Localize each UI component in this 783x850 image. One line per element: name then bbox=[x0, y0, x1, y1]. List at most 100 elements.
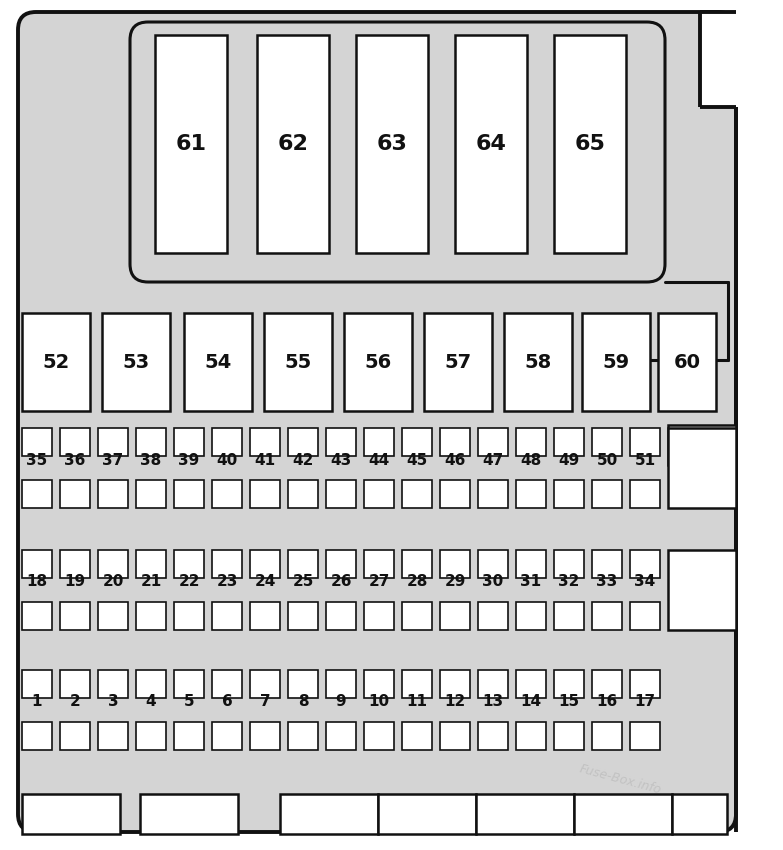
Text: 59: 59 bbox=[602, 353, 630, 371]
Bar bbox=[288, 480, 318, 508]
Bar bbox=[630, 480, 660, 508]
Text: 11: 11 bbox=[406, 694, 428, 710]
Bar bbox=[136, 722, 166, 750]
Bar bbox=[212, 602, 242, 630]
Bar bbox=[184, 313, 252, 411]
Bar bbox=[326, 550, 356, 578]
Bar bbox=[440, 428, 470, 456]
Bar bbox=[476, 794, 574, 834]
Text: 15: 15 bbox=[558, 694, 579, 710]
Text: 63: 63 bbox=[377, 134, 407, 154]
Bar bbox=[174, 722, 204, 750]
Text: 38: 38 bbox=[140, 452, 161, 468]
Bar bbox=[98, 602, 128, 630]
Text: 12: 12 bbox=[445, 694, 466, 710]
Text: 28: 28 bbox=[406, 575, 428, 590]
Text: 2: 2 bbox=[70, 694, 81, 710]
Bar bbox=[582, 313, 650, 411]
Text: 58: 58 bbox=[525, 353, 552, 371]
Text: 17: 17 bbox=[634, 694, 655, 710]
Bar bbox=[478, 428, 508, 456]
Text: 7: 7 bbox=[260, 694, 270, 710]
Bar bbox=[554, 550, 584, 578]
Bar bbox=[554, 722, 584, 750]
Bar bbox=[250, 550, 280, 578]
Text: 46: 46 bbox=[444, 452, 466, 468]
Text: 51: 51 bbox=[634, 452, 655, 468]
Text: 33: 33 bbox=[597, 575, 618, 590]
Bar bbox=[402, 670, 432, 698]
Text: 32: 32 bbox=[558, 575, 579, 590]
Text: 31: 31 bbox=[521, 575, 542, 590]
Text: 8: 8 bbox=[298, 694, 309, 710]
Text: 45: 45 bbox=[406, 452, 428, 468]
Bar bbox=[592, 670, 622, 698]
Text: 62: 62 bbox=[277, 134, 309, 154]
Bar bbox=[554, 35, 626, 253]
Text: 14: 14 bbox=[521, 694, 542, 710]
Bar bbox=[22, 550, 52, 578]
Bar bbox=[155, 35, 227, 253]
Bar bbox=[516, 602, 546, 630]
Bar bbox=[288, 428, 318, 456]
Text: 60: 60 bbox=[673, 353, 701, 371]
Bar bbox=[288, 722, 318, 750]
Bar bbox=[658, 313, 716, 411]
Bar bbox=[516, 480, 546, 508]
Bar bbox=[344, 313, 412, 411]
Bar bbox=[402, 428, 432, 456]
Bar bbox=[22, 670, 52, 698]
Bar bbox=[402, 550, 432, 578]
Bar bbox=[22, 722, 52, 750]
Bar bbox=[22, 602, 52, 630]
Bar bbox=[250, 428, 280, 456]
Bar bbox=[140, 794, 238, 834]
Text: 40: 40 bbox=[216, 452, 237, 468]
Text: 37: 37 bbox=[103, 452, 124, 468]
Bar bbox=[440, 722, 470, 750]
Text: 42: 42 bbox=[292, 452, 314, 468]
Bar bbox=[402, 722, 432, 750]
Bar bbox=[364, 722, 394, 750]
Text: 49: 49 bbox=[558, 452, 579, 468]
Bar bbox=[478, 602, 508, 630]
Bar bbox=[174, 428, 204, 456]
Text: 61: 61 bbox=[175, 134, 207, 154]
Text: 35: 35 bbox=[27, 452, 48, 468]
Text: 44: 44 bbox=[368, 452, 390, 468]
Text: 65: 65 bbox=[575, 134, 605, 154]
Bar bbox=[592, 602, 622, 630]
Bar bbox=[250, 670, 280, 698]
Text: 23: 23 bbox=[216, 575, 238, 590]
Bar bbox=[672, 794, 727, 834]
Text: 36: 36 bbox=[64, 452, 85, 468]
Bar bbox=[212, 550, 242, 578]
Text: 54: 54 bbox=[204, 353, 232, 371]
Bar bbox=[478, 550, 508, 578]
Text: 25: 25 bbox=[292, 575, 314, 590]
Bar bbox=[136, 550, 166, 578]
Text: 30: 30 bbox=[482, 575, 503, 590]
Bar bbox=[60, 550, 90, 578]
Bar bbox=[424, 313, 492, 411]
Bar bbox=[136, 480, 166, 508]
Bar bbox=[440, 480, 470, 508]
Bar bbox=[22, 794, 120, 834]
Bar bbox=[250, 602, 280, 630]
Bar bbox=[630, 550, 660, 578]
Bar bbox=[22, 480, 52, 508]
Bar bbox=[516, 428, 546, 456]
Bar bbox=[288, 602, 318, 630]
Bar bbox=[364, 428, 394, 456]
Bar bbox=[136, 602, 166, 630]
Text: 20: 20 bbox=[103, 575, 124, 590]
Bar bbox=[326, 602, 356, 630]
Bar bbox=[592, 722, 622, 750]
Bar bbox=[174, 602, 204, 630]
Text: 52: 52 bbox=[42, 353, 70, 371]
Text: 43: 43 bbox=[330, 452, 352, 468]
Bar bbox=[98, 722, 128, 750]
Bar bbox=[60, 722, 90, 750]
Bar bbox=[212, 428, 242, 456]
Bar bbox=[60, 670, 90, 698]
